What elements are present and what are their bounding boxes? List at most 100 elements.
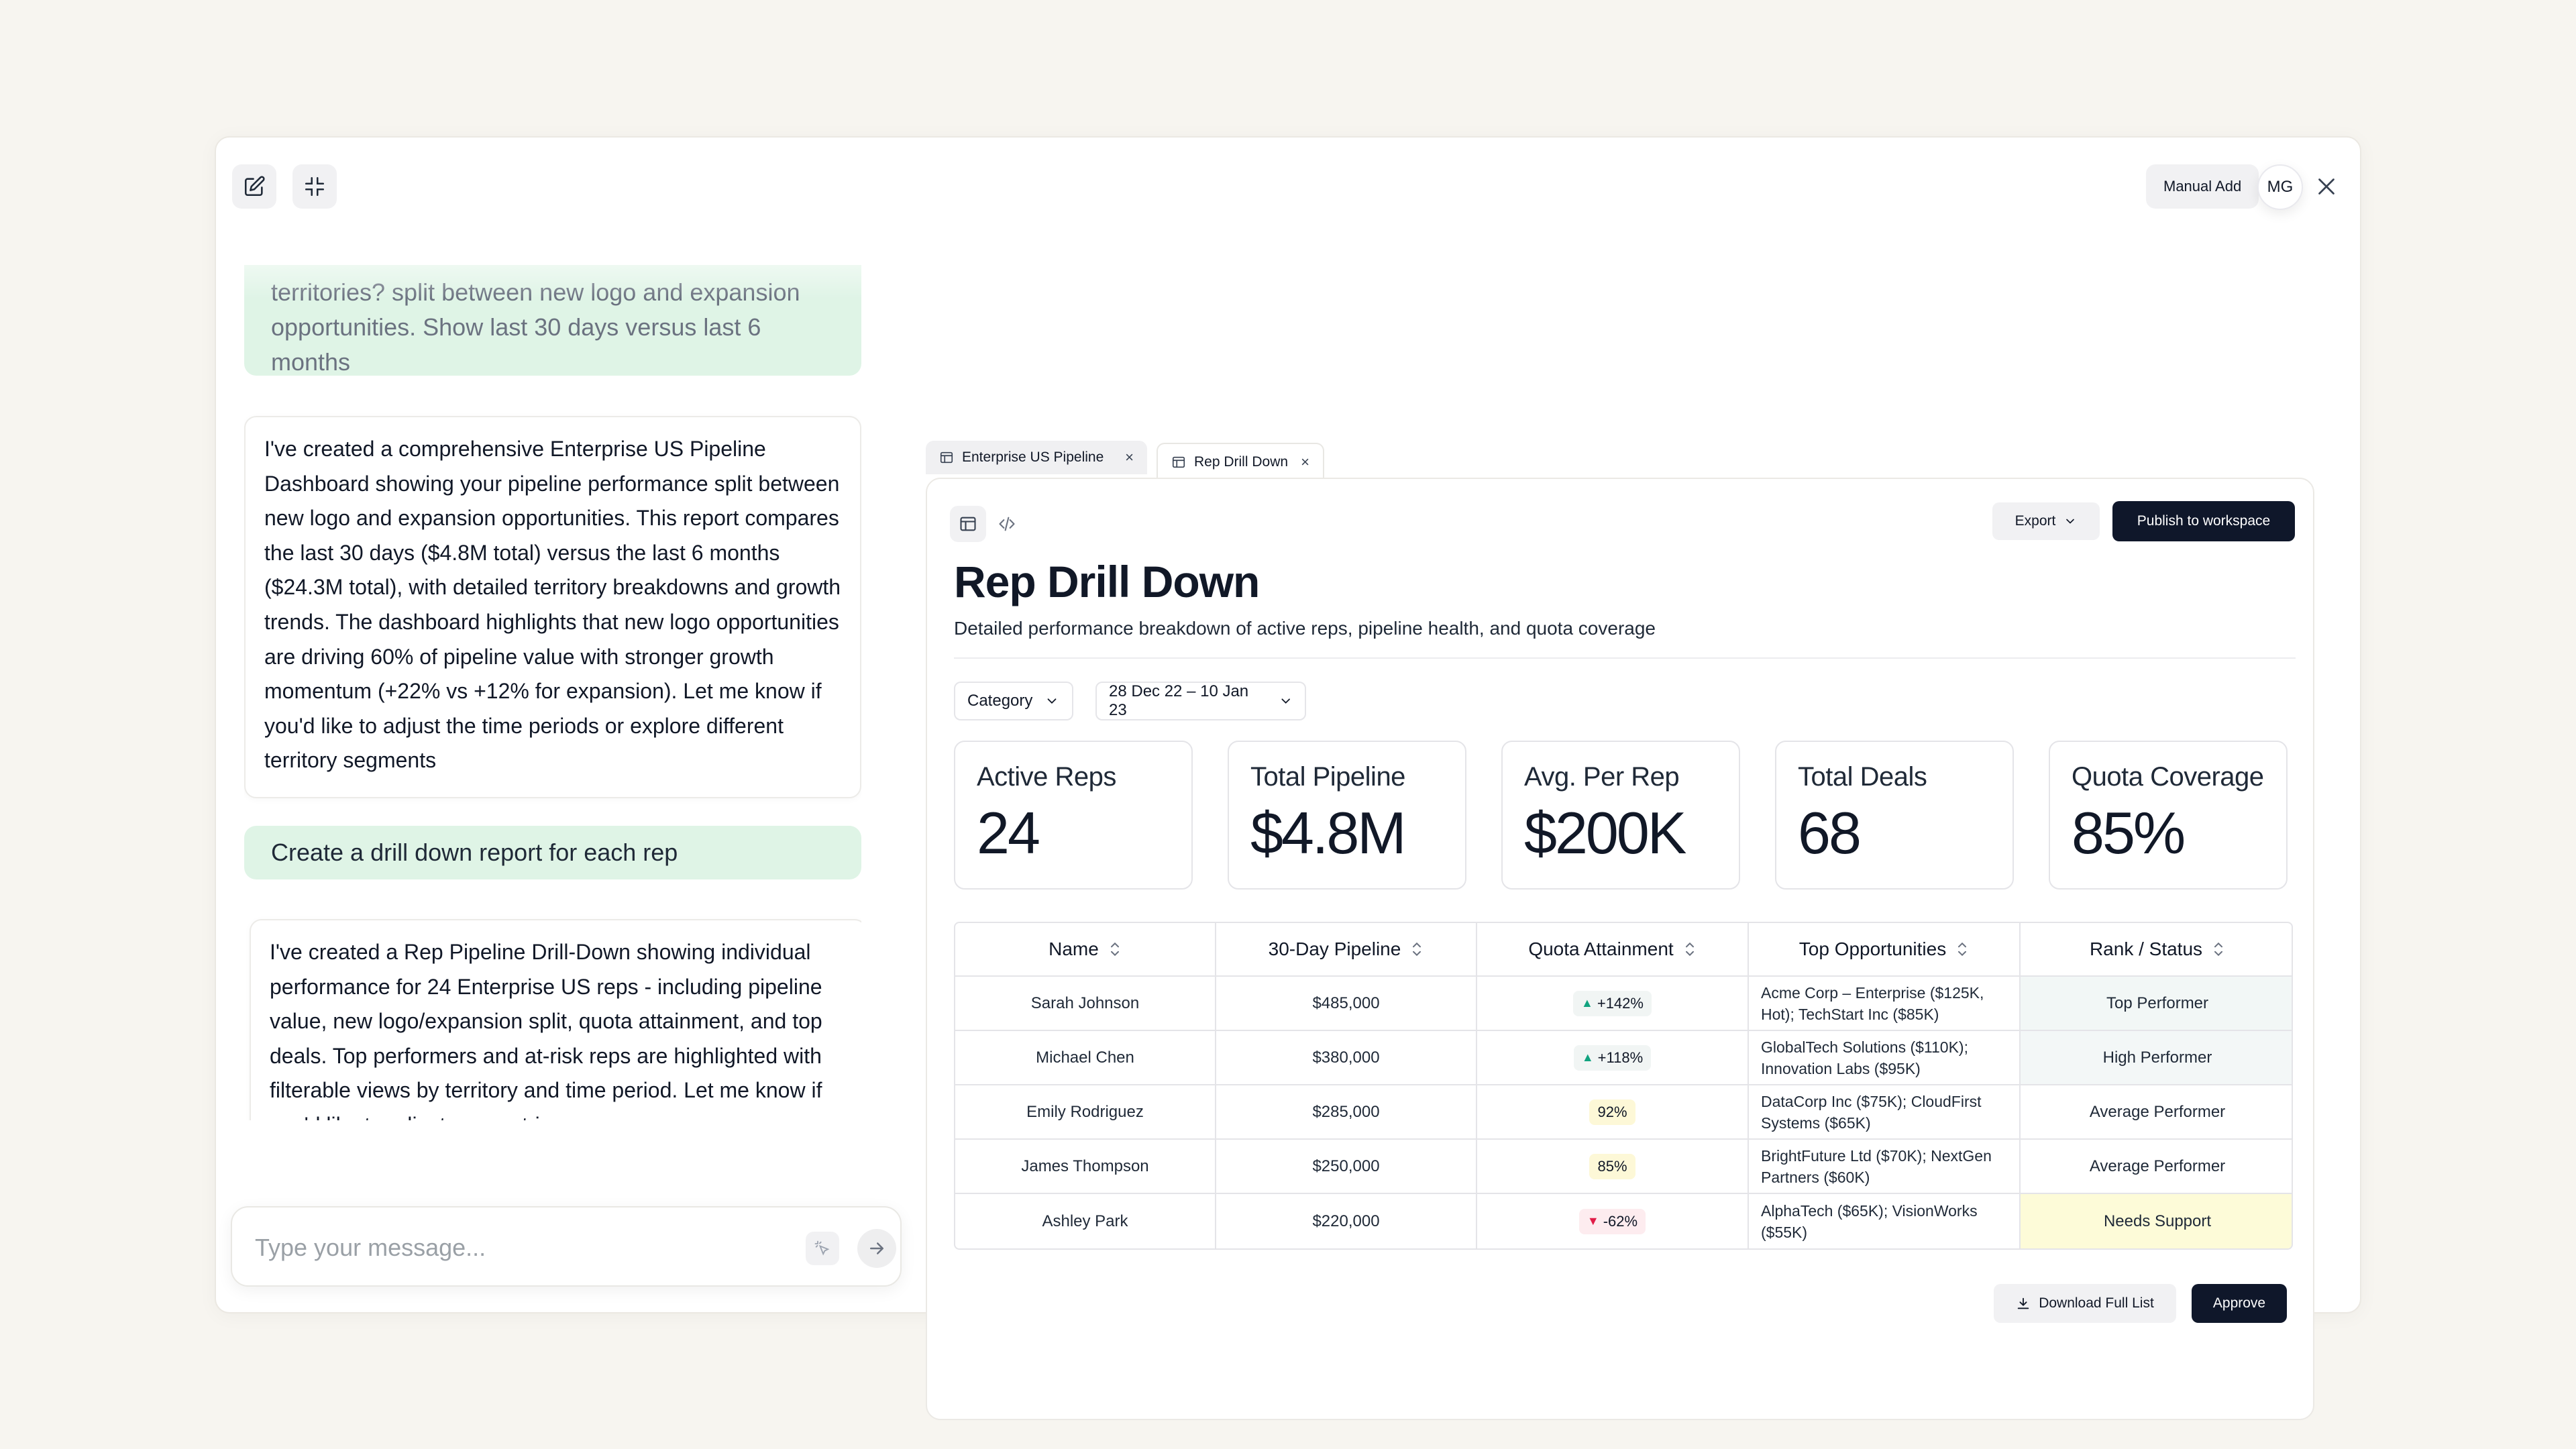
user-message: Create a drill down report for each rep xyxy=(244,826,861,879)
cell-quota: ▲ +142% xyxy=(1477,977,1749,1031)
cell-name: Sarah Johnson xyxy=(955,977,1216,1031)
column-label: Rank / Status xyxy=(2089,938,2203,959)
export-label: Export xyxy=(2015,513,2056,529)
table-row[interactable]: Ashley Park $220,000 ▼ -62% AlphaTech ($6… xyxy=(955,1194,2292,1248)
table-icon xyxy=(960,517,976,531)
cursor-sparkle-icon xyxy=(814,1240,830,1256)
publish-button[interactable]: Publish to workspace xyxy=(2112,501,2295,541)
tab-enterprise-us-pipeline[interactable]: Enterprise US Pipeline × xyxy=(926,441,1147,474)
edit-button[interactable] xyxy=(232,164,276,209)
column-label: Quota Attainment xyxy=(1528,938,1674,959)
column-label: Name xyxy=(1049,938,1099,959)
kpi-card-total-deals: Total Deals 68 xyxy=(1775,741,2014,890)
close-icon[interactable] xyxy=(2314,174,2339,199)
code-icon xyxy=(999,517,1015,531)
kpi-label: Active Reps xyxy=(977,762,1116,792)
user-message-tail: opportunities. Show last 30 days versus … xyxy=(271,313,761,376)
tab-rep-drill-down[interactable]: Rep Drill Down × xyxy=(1157,443,1324,480)
code-view-button[interactable] xyxy=(989,506,1025,542)
arrow-right-icon xyxy=(870,1242,883,1254)
chevron-down-icon xyxy=(1281,698,1290,704)
table-row[interactable]: Sarah Johnson $485,000 ▲ +142% Acme Corp … xyxy=(955,977,2292,1031)
kpi-value: 24 xyxy=(977,800,1040,866)
sort-icon xyxy=(1685,942,1694,957)
table-row[interactable]: Michael Chen $380,000 ▲ +118% GlobalTech … xyxy=(955,1031,2292,1085)
message-input[interactable] xyxy=(255,1228,765,1268)
cell-opportunities: GlobalTech Solutions ($110K); Innovation… xyxy=(1749,1031,2021,1085)
app-window: Manual Add MG territories? split between… xyxy=(215,136,2361,1420)
message-composer xyxy=(231,1206,902,1287)
cell-opportunities: DataCorp Inc ($75K); CloudFirst Systems … xyxy=(1749,1085,2021,1140)
tab-label: Rep Drill Down xyxy=(1194,454,1289,470)
cell-name: Ashley Park xyxy=(955,1194,1216,1248)
table-row[interactable]: Emily Rodriguez $285,000 92% DataCorp In… xyxy=(955,1085,2292,1140)
column-header-pipeline[interactable]: 30-Day Pipeline xyxy=(1216,923,1477,977)
tab-close-button[interactable]: × xyxy=(1125,449,1134,466)
column-header-quota[interactable]: Quota Attainment xyxy=(1477,923,1749,977)
tab-label: Enterprise US Pipeline xyxy=(962,449,1104,465)
cell-opportunities: BrightFuture Ltd ($70K); NextGen Partner… xyxy=(1749,1140,2021,1194)
cell-status: Average Performer xyxy=(2021,1085,2292,1140)
cell-quota: 85% xyxy=(1477,1140,1749,1194)
user-message: territories? split between new logo and … xyxy=(244,265,861,376)
approve-button[interactable]: Approve xyxy=(2192,1284,2287,1323)
trend-badge: ▲ +118% xyxy=(1573,1044,1652,1071)
cell-quota: ▲ +118% xyxy=(1477,1031,1749,1085)
date-range-filter[interactable]: 28 Dec 22 – 10 Jan 23 xyxy=(1095,682,1306,720)
kpi-card-quota-coverage: Quota Coverage 85% xyxy=(2049,741,2288,890)
kpi-value: 68 xyxy=(1798,800,1862,866)
cell-status: Needs Support xyxy=(2021,1194,2292,1248)
cell-quota: ▼ -62% xyxy=(1477,1194,1749,1248)
tab-close-button[interactable]: × xyxy=(1301,453,1309,470)
column-label: 30-Day Pipeline xyxy=(1268,938,1401,959)
trend-value: +118% xyxy=(1597,1049,1644,1066)
collapse-button[interactable] xyxy=(292,164,337,209)
kpi-label: Avg. Per Rep xyxy=(1524,762,1680,792)
manual-add-button[interactable]: Manual Add xyxy=(2146,164,2259,209)
trend-up-icon: ▲ xyxy=(1581,1051,1594,1064)
cell-status: Average Performer xyxy=(2021,1140,2292,1194)
chevron-down-icon xyxy=(2066,519,2075,524)
report-panel: Export Publish to workspace Rep Drill Do… xyxy=(926,478,2314,1420)
cell-quota: 92% xyxy=(1477,1085,1749,1140)
tool-button[interactable] xyxy=(806,1232,839,1265)
category-filter[interactable]: Category xyxy=(954,682,1073,720)
chat-thread: territories? split between new logo and … xyxy=(244,265,861,1120)
column-header-status[interactable]: Rank / Status xyxy=(2021,923,2292,977)
cell-name: Michael Chen xyxy=(955,1031,1216,1085)
kpi-value: $200K xyxy=(1524,800,1686,866)
download-full-list-button[interactable]: Download Full List xyxy=(1994,1284,2176,1323)
sort-icon xyxy=(2214,942,2223,957)
cell-pipeline: $220,000 xyxy=(1216,1194,1477,1248)
table-row[interactable]: James Thompson $250,000 85% BrightFuture… xyxy=(955,1140,2292,1194)
divider xyxy=(954,657,2296,659)
quota-badge: 85% xyxy=(1589,1153,1635,1179)
sort-icon xyxy=(1958,942,1967,957)
kpi-label: Quota Coverage xyxy=(2072,762,2264,792)
chevron-down-icon xyxy=(1047,698,1057,704)
kpi-value: 85% xyxy=(2072,800,2186,866)
edit-icon xyxy=(244,176,265,197)
avatar[interactable]: MG xyxy=(2257,164,2303,210)
trend-badge: ▼ -62% xyxy=(1578,1208,1646,1234)
cell-pipeline: $285,000 xyxy=(1216,1085,1477,1140)
table-header-row: Name 30-Day Pipeline Quota Attainment To… xyxy=(955,923,2292,977)
cell-opportunities: AlphaTech ($65K); VisionWorks ($55K) xyxy=(1749,1194,2021,1248)
column-header-name[interactable]: Name xyxy=(955,923,1216,977)
collapse-icon xyxy=(305,176,325,197)
cell-status: High Performer xyxy=(2021,1031,2292,1085)
column-header-opportunities[interactable]: Top Opportunities xyxy=(1749,923,2021,977)
cell-pipeline: $250,000 xyxy=(1216,1140,1477,1194)
trend-value: -62% xyxy=(1603,1212,1638,1230)
kpi-value: $4.8M xyxy=(1250,800,1407,866)
trend-down-icon: ▼ xyxy=(1587,1214,1599,1228)
send-button[interactable] xyxy=(857,1229,896,1268)
scroll-fade xyxy=(244,265,861,299)
preview-view-button[interactable] xyxy=(950,506,986,542)
cell-status: Top Performer xyxy=(2021,977,2292,1031)
cell-opportunities: Acme Corp – Enterprise ($125K, Hot); Tec… xyxy=(1749,977,2021,1031)
category-filter-label: Category xyxy=(967,692,1033,710)
export-button[interactable]: Export xyxy=(1992,502,2100,540)
kpi-card-active-reps: Active Reps 24 xyxy=(954,741,1193,890)
table-icon xyxy=(1172,456,1185,468)
